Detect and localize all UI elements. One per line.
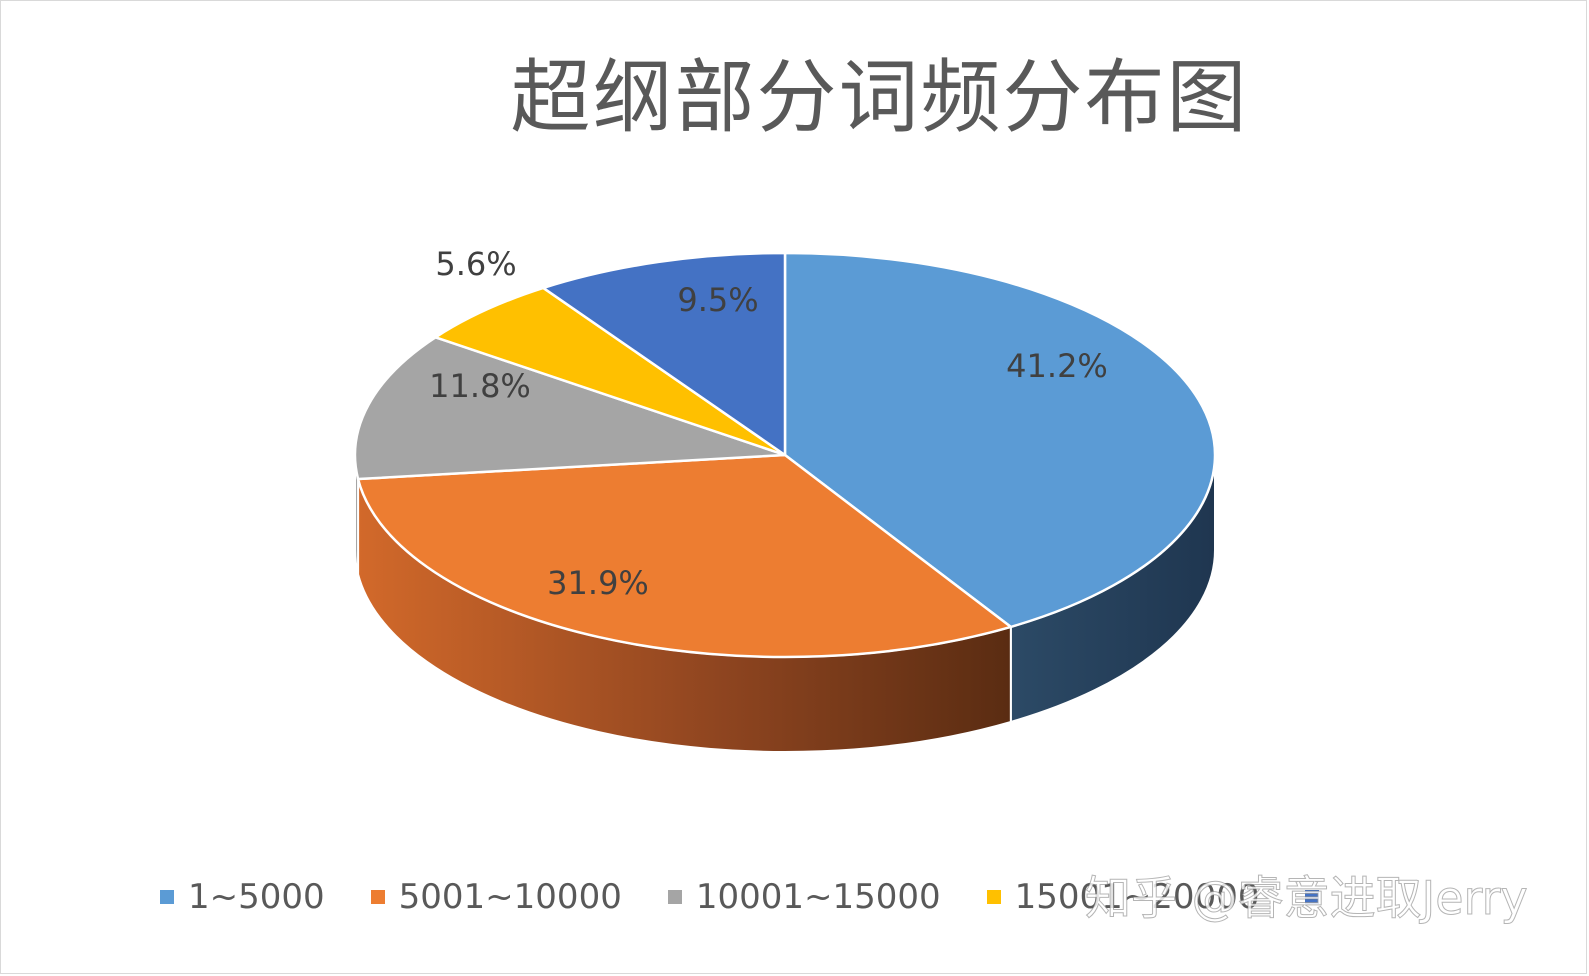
pie-slice-4 bbox=[434, 286, 787, 457]
chart-title: 超纲部分词频分布图 bbox=[510, 51, 1249, 144]
data-label-1: 41.2% bbox=[1006, 347, 1108, 385]
pie-slice-2 bbox=[356, 453, 1013, 659]
legend-swatch-5 bbox=[1305, 890, 1320, 904]
pie-slice-1 bbox=[783, 251, 1217, 629]
legend-item-2: 5001~10000 bbox=[370, 877, 622, 917]
legend-swatch-2 bbox=[370, 890, 385, 904]
legend: 1~5000 5001~10000 10001~15000 15001~20000 bbox=[160, 872, 1379, 922]
legend-item-1: 1~5000 bbox=[160, 877, 325, 917]
pie-label-layer: 41.2% 31.9% 11.8% 5.6% 9.5% bbox=[429, 245, 1108, 602]
legend-label-2: 5001~10000 bbox=[398, 877, 622, 917]
watermark-text: 知乎 @睿意进取Jerry bbox=[1085, 871, 1529, 926]
legend-swatch-1 bbox=[160, 890, 174, 904]
pie-slice-5 bbox=[542, 251, 787, 457]
legend-swatch-3 bbox=[667, 890, 682, 904]
data-label-4: 5.6% bbox=[435, 245, 516, 283]
pie-top-layer bbox=[353, 251, 1217, 659]
data-label-3: 11.8% bbox=[429, 367, 531, 405]
legend-item-4: 15001~20000 bbox=[986, 877, 1260, 917]
legend-item-5 bbox=[1305, 890, 1333, 904]
legend-swatch-4 bbox=[986, 890, 1001, 904]
legend-label-3: 10001~15000 bbox=[695, 877, 941, 917]
legend-label-4: 15001~20000 bbox=[1014, 877, 1260, 917]
data-label-5: 9.5% bbox=[677, 281, 758, 319]
legend-item-3: 10001~15000 bbox=[667, 877, 941, 917]
data-label-2: 31.9% bbox=[547, 564, 649, 602]
pie-slice-3 bbox=[353, 336, 787, 481]
legend-label-1: 1~5000 bbox=[188, 877, 325, 917]
